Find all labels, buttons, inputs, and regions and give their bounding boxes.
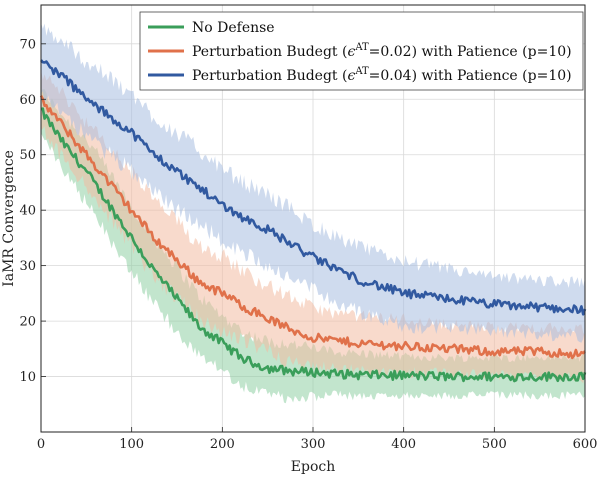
x-tick-label: 0	[37, 437, 45, 452]
legend-label-eps-002-prefix: Perturbation Budegt (	[192, 44, 347, 60]
y-axis-label: IaMR Convergence	[1, 150, 17, 287]
band-eps-002	[41, 69, 585, 384]
legend-box	[139, 11, 584, 91]
legend: No Defense Perturbation Budegt (ϵAT=0.02…	[139, 11, 584, 91]
y-tick-label: 40	[19, 204, 36, 219]
series-line-eps-004	[40, 59, 587, 316]
legend-label-eps-004-prefix: Perturbation Budegt (	[192, 68, 347, 84]
variance-bands	[41, 22, 585, 404]
series-line-no-defense	[40, 107, 587, 383]
band-eps-004	[41, 22, 585, 343]
legend-label-eps-004-suffix: =0.04) with Patience (p=10)	[369, 68, 572, 84]
legend-label-eps-004-symbol: ϵ	[347, 68, 355, 84]
y-tick-label: 20	[19, 315, 36, 330]
y-tick-label: 70	[19, 37, 36, 52]
legend-label-eps-002: Perturbation Budegt (ϵAT=0.02) with Pati…	[192, 42, 572, 60]
y-tick-label: 30	[19, 259, 36, 274]
legend-label-eps-002-symbol: ϵ	[347, 44, 355, 60]
y-tick-label: 60	[19, 93, 36, 108]
tick-labels: 0 100 200 300 400 500 600 10 20 30 40 50 60 70	[19, 37, 597, 452]
legend-label-eps-002-suffix: =0.02) with Patience (p=10)	[369, 44, 572, 60]
series-line-eps-002	[39, 95, 586, 360]
legend-label-eps-004: Perturbation Budegt (ϵAT=0.04) with Pati…	[192, 66, 572, 84]
y-tick-label: 10	[19, 370, 36, 385]
legend-label-no-defense: No Defense	[192, 20, 275, 36]
y-tick-label: 50	[19, 148, 36, 163]
x-tick-label: 200	[210, 437, 235, 452]
legend-label-eps-002-sup: AT	[354, 42, 369, 53]
series-lines	[39, 59, 587, 383]
legend-label-eps-004-sup: AT	[354, 66, 369, 77]
x-axis-label: Epoch	[291, 459, 335, 475]
x-tick-label: 300	[301, 437, 326, 452]
x-tick-label: 500	[482, 437, 507, 452]
band-no-defense	[41, 89, 585, 404]
x-tick-label: 600	[573, 437, 598, 452]
x-tick-label: 100	[119, 437, 144, 452]
x-tick-label: 400	[391, 437, 416, 452]
